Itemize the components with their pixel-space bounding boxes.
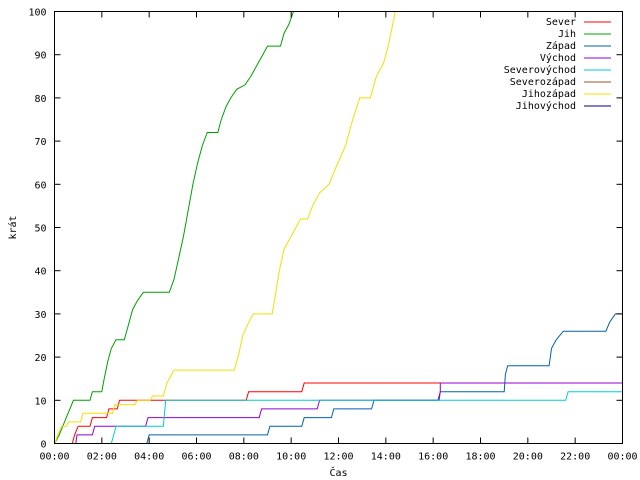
series-line-1 [54, 11, 294, 444]
legend-label: Jihozápad [522, 88, 576, 100]
x-tick-label: 10:00 [276, 452, 306, 463]
x-tick-label: 00:00 [607, 452, 637, 463]
x-tick-label: 04:00 [134, 452, 164, 463]
x-tick-label: 20:00 [513, 452, 543, 463]
x-tick-label: 22:00 [560, 452, 590, 463]
series-line-4 [54, 391, 623, 444]
legend-label: Východ [540, 52, 576, 64]
series-line-2 [54, 313, 623, 444]
x-axis-label: Čas [329, 466, 347, 479]
y-tick-label: 90 [34, 51, 46, 62]
y-axis-label: krát [7, 215, 19, 239]
x-tick-label: 02:00 [87, 452, 117, 463]
legend-label: Jih [558, 29, 576, 40]
x-tick-label: 14:00 [371, 452, 401, 463]
y-tick-label: 50 [34, 224, 46, 235]
x-tick-label: 06:00 [181, 452, 211, 463]
y-tick-label: 40 [34, 267, 46, 278]
series-line-3 [54, 382, 623, 444]
x-tick-label: 18:00 [465, 452, 495, 463]
x-tick-label: 08:00 [229, 452, 259, 463]
series-line-0 [54, 374, 623, 444]
legend-label: Sever [546, 17, 576, 28]
y-tick-label: 30 [34, 310, 46, 321]
y-tick-label: 10 [34, 396, 46, 407]
x-tick-label: 16:00 [418, 452, 448, 463]
legend: SeverJihZápadVýchodSeverovýchodSeverozáp… [504, 17, 611, 112]
y-tick-label: 70 [34, 137, 46, 148]
y-tick-label: 80 [34, 94, 46, 105]
y-tick-label: 20 [34, 353, 46, 364]
series-line-6 [54, 11, 396, 444]
y-tick-label: 60 [34, 180, 46, 191]
y-tick-label: 0 [40, 440, 46, 451]
x-tick-label: 12:00 [323, 452, 353, 463]
axis-ticks: 0 10 20 30 40 50 60 70 80 90 100 00:00 02:00 04:00 06:… [28, 8, 637, 463]
legend-label: Jihovýchod [516, 100, 576, 112]
x-tick-label: 00:00 [39, 452, 69, 463]
legend-label: Západ [546, 40, 576, 52]
y-tick-label: 100 [28, 8, 46, 19]
legend-label: Severovýchod [504, 64, 576, 76]
legend-label: Severozápad [510, 76, 576, 88]
